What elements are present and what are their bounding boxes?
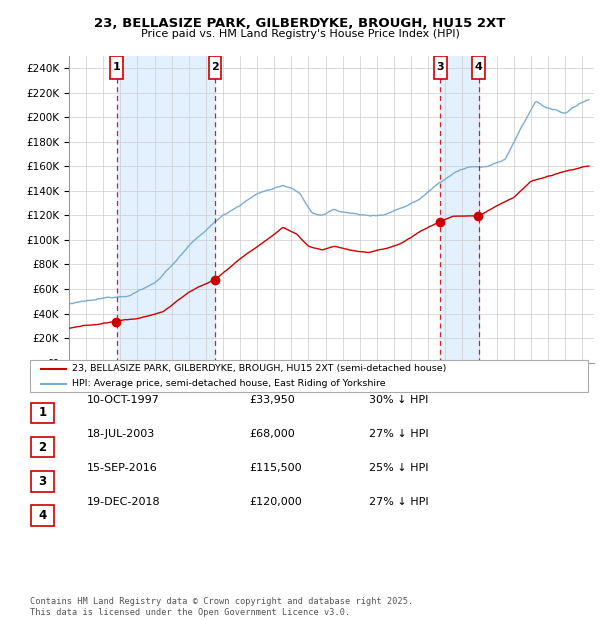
Bar (31, 505, 54, 526)
Bar (31, 436, 54, 458)
Text: 18-JUL-2003: 18-JUL-2003 (87, 429, 155, 439)
Text: £33,950: £33,950 (249, 395, 295, 405)
Bar (440, 56, 479, 363)
Bar (472, 56, 485, 79)
Text: 4: 4 (475, 62, 482, 73)
Text: HPI: Average price, semi-detached house, East Riding of Yorkshire: HPI: Average price, semi-detached house,… (72, 379, 385, 388)
Bar (434, 56, 446, 79)
Bar (31, 471, 54, 492)
Text: 19-DEC-2018: 19-DEC-2018 (87, 497, 161, 507)
Text: 23, BELLASIZE PARK, GILBERDYKE, BROUGH, HU15 2XT (semi-detached house): 23, BELLASIZE PARK, GILBERDYKE, BROUGH, … (72, 364, 446, 373)
Text: £68,000: £68,000 (249, 429, 295, 439)
Text: 3: 3 (38, 475, 47, 487)
Text: Price paid vs. HM Land Registry's House Price Index (HPI): Price paid vs. HM Land Registry's House … (140, 29, 460, 38)
Text: 27% ↓ HPI: 27% ↓ HPI (369, 497, 428, 507)
Text: 23, BELLASIZE PARK, GILBERDYKE, BROUGH, HU15 2XT: 23, BELLASIZE PARK, GILBERDYKE, BROUGH, … (94, 17, 506, 30)
Text: 1: 1 (38, 407, 47, 419)
Bar (116, 56, 215, 363)
Text: 27% ↓ HPI: 27% ↓ HPI (369, 429, 428, 439)
Text: 4: 4 (38, 509, 47, 521)
Bar (209, 56, 221, 79)
Text: 2: 2 (38, 441, 47, 453)
Text: 10-OCT-1997: 10-OCT-1997 (87, 395, 160, 405)
Text: 2: 2 (211, 62, 219, 73)
Text: £115,500: £115,500 (249, 463, 302, 473)
Text: 15-SEP-2016: 15-SEP-2016 (87, 463, 158, 473)
Text: Contains HM Land Registry data © Crown copyright and database right 2025.
This d: Contains HM Land Registry data © Crown c… (30, 598, 413, 617)
Bar (110, 56, 123, 79)
Text: £120,000: £120,000 (249, 497, 302, 507)
Text: 30% ↓ HPI: 30% ↓ HPI (369, 395, 428, 405)
Bar (31, 402, 54, 423)
Text: 3: 3 (436, 62, 444, 73)
Text: 1: 1 (113, 62, 121, 73)
Text: 25% ↓ HPI: 25% ↓ HPI (369, 463, 428, 473)
